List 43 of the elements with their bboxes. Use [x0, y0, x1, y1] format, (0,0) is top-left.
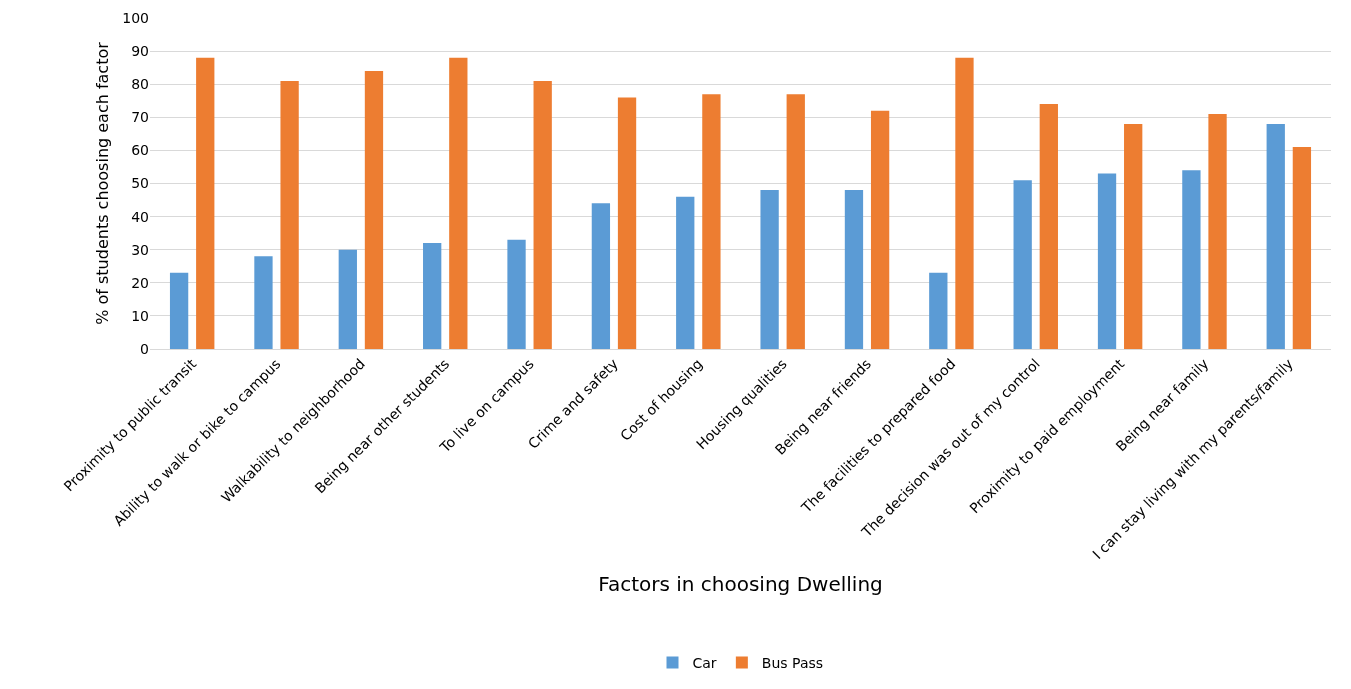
bar [1266, 123, 1285, 349]
bar [338, 249, 357, 349]
legend-label: Bus Pass [761, 654, 824, 671]
bar [1182, 170, 1201, 349]
bar [760, 190, 779, 349]
y-tick-label: 70 [131, 109, 149, 126]
y-axis-title: % of students choosing each factor [93, 41, 112, 325]
legend-label: Car [692, 654, 717, 671]
bar [1292, 147, 1312, 349]
y-tick-label: 20 [131, 274, 149, 291]
x-axis-title: Factors in choosing Dwelling [598, 571, 883, 596]
bar [423, 243, 442, 349]
bar [1039, 104, 1058, 349]
bar [196, 57, 215, 349]
bar [533, 80, 552, 349]
bar [169, 272, 189, 349]
bar [254, 256, 273, 349]
bar [955, 57, 974, 349]
y-tick-label: 40 [131, 208, 149, 225]
bar [449, 57, 468, 349]
y-tick-label: 90 [131, 43, 149, 59]
bar [1208, 113, 1227, 349]
y-tick-label: 10 [131, 307, 149, 324]
y-tick-label: 80 [131, 76, 149, 93]
bar [364, 70, 384, 349]
bar [1013, 180, 1032, 349]
y-tick-label: 100 [122, 9, 149, 26]
bar [844, 190, 864, 349]
bar [507, 239, 526, 349]
bar [591, 203, 611, 349]
bar [676, 196, 695, 349]
y-tick-label: 50 [131, 175, 149, 192]
bar [1097, 173, 1117, 349]
bar [870, 110, 890, 349]
bar [786, 94, 805, 349]
bar [929, 272, 948, 349]
bar [702, 94, 721, 349]
y-tick-label: 30 [131, 241, 149, 258]
bar [1124, 123, 1143, 349]
bar [617, 97, 637, 349]
y-tick-label: 0 [140, 340, 149, 357]
bar [280, 80, 299, 349]
y-tick-label: 60 [131, 142, 149, 159]
